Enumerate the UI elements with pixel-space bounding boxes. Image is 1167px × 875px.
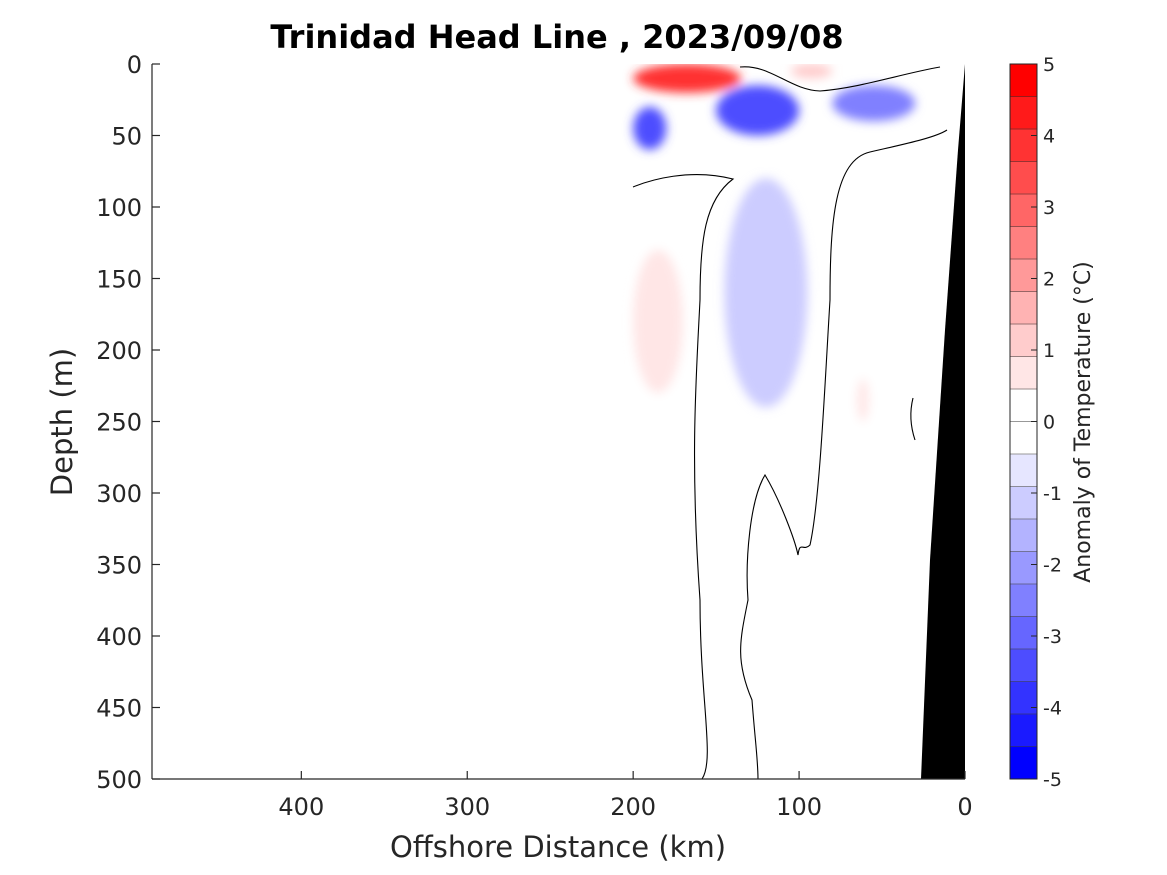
colorbar-block: [1010, 324, 1037, 357]
colorbar-block: [1010, 389, 1037, 422]
colorbar-block: [1010, 259, 1037, 292]
colorbar-block: [1010, 486, 1037, 520]
colorbar-tick-label: 1: [1043, 340, 1055, 362]
colorbar-block: [1010, 454, 1037, 487]
y-tick-label: 350: [96, 552, 142, 580]
colorbar-block: [1010, 194, 1037, 227]
contour-line: [739, 66, 941, 92]
anomaly-patch: [790, 278, 916, 779]
y-axis-ticks: 0 50 100 150 200 250 300 350 400 450 500: [96, 51, 160, 794]
y-tick-label: 150: [96, 266, 142, 294]
colorbar-tick-label: -2: [1043, 555, 1062, 577]
colorbar-block: [1010, 291, 1037, 325]
data-region: [632, 64, 965, 779]
y-tick-label: 300: [96, 480, 142, 508]
y-tick-label: 200: [96, 337, 142, 365]
anomaly-patch: [832, 85, 916, 122]
x-axis-label: Offshore Distance (km): [390, 830, 726, 864]
colorbar-block: [1010, 714, 1037, 747]
colorbar-tick-label: 5: [1043, 54, 1055, 76]
colorbar-tick-label: -5: [1043, 769, 1062, 791]
y-tick-label: 500: [96, 766, 142, 794]
colorbar-block: [1010, 129, 1037, 162]
colorbar-block: [1010, 161, 1037, 195]
colorbar-label: Anomaly of Temperature (°C): [1071, 261, 1096, 583]
colorbar-tick-label: -1: [1043, 483, 1062, 505]
y-tick-label: 250: [96, 409, 142, 437]
anomaly-patch: [790, 64, 833, 79]
y-tick-label: 50: [111, 123, 142, 151]
colorbar-tick-label: -4: [1043, 698, 1062, 720]
colorbar-block: [1010, 519, 1037, 552]
colorbar-block: [1010, 584, 1037, 617]
colorbar-tick-label: 3: [1043, 197, 1055, 219]
colorbar-block: [1010, 616, 1037, 650]
contour-line: [740, 129, 948, 779]
colorbar-block: [1010, 551, 1037, 585]
x-tick-label: 100: [776, 793, 822, 821]
x-axis-ticks: 400 300 200 100 0: [278, 771, 973, 821]
y-tick-label: 450: [96, 695, 142, 723]
colorbar-block: [1010, 226, 1037, 260]
anomaly-patch: [633, 64, 742, 93]
colorbar-block: [1010, 649, 1037, 682]
x-tick-label: 400: [278, 793, 324, 821]
y-axis-label: Depth (m): [45, 348, 79, 496]
colorbar-tick-label: 0: [1043, 412, 1055, 434]
colorbar-tick-label: 2: [1043, 269, 1055, 291]
y-tick-label: 100: [96, 194, 142, 222]
colorbar-tick-label: 4: [1043, 126, 1055, 148]
seafloor-mask: [921, 64, 965, 779]
x-tick-label: 200: [610, 793, 656, 821]
contour-line: [910, 397, 916, 441]
colorbar-blocks: [1010, 64, 1037, 780]
anomaly-patch: [857, 378, 869, 422]
zero-contours: [632, 66, 948, 779]
contour-line: [632, 174, 735, 779]
x-tick-label: 0: [957, 793, 972, 821]
anomaly-patch: [633, 106, 667, 150]
colorbar-block: [1010, 64, 1037, 97]
anomaly-field: [633, 64, 916, 779]
colorbar-block: [1010, 421, 1037, 455]
chart-title: Trinidad Head Line , 2023/09/08: [270, 18, 843, 56]
colorbar-block: [1010, 96, 1037, 130]
colorbar-block: [1010, 746, 1037, 780]
y-tick-label: 400: [96, 623, 142, 651]
colorbar-tick-label: -3: [1043, 626, 1062, 648]
colorbar-block: [1010, 356, 1037, 390]
anomaly-patch: [633, 249, 683, 393]
colorbar-block: [1010, 681, 1037, 715]
y-tick-label: 0: [127, 51, 142, 79]
anomaly-patch: [724, 178, 808, 408]
colorbar-ticks: 5 4 3 2 1 0 -1 -2 -3 -4 -5: [1031, 54, 1062, 791]
anomaly-patch: [716, 85, 800, 136]
x-tick-label: 300: [444, 793, 490, 821]
colorbar: 5 4 3 2 1 0 -1 -2 -3 -4 -5: [1009, 54, 1062, 791]
